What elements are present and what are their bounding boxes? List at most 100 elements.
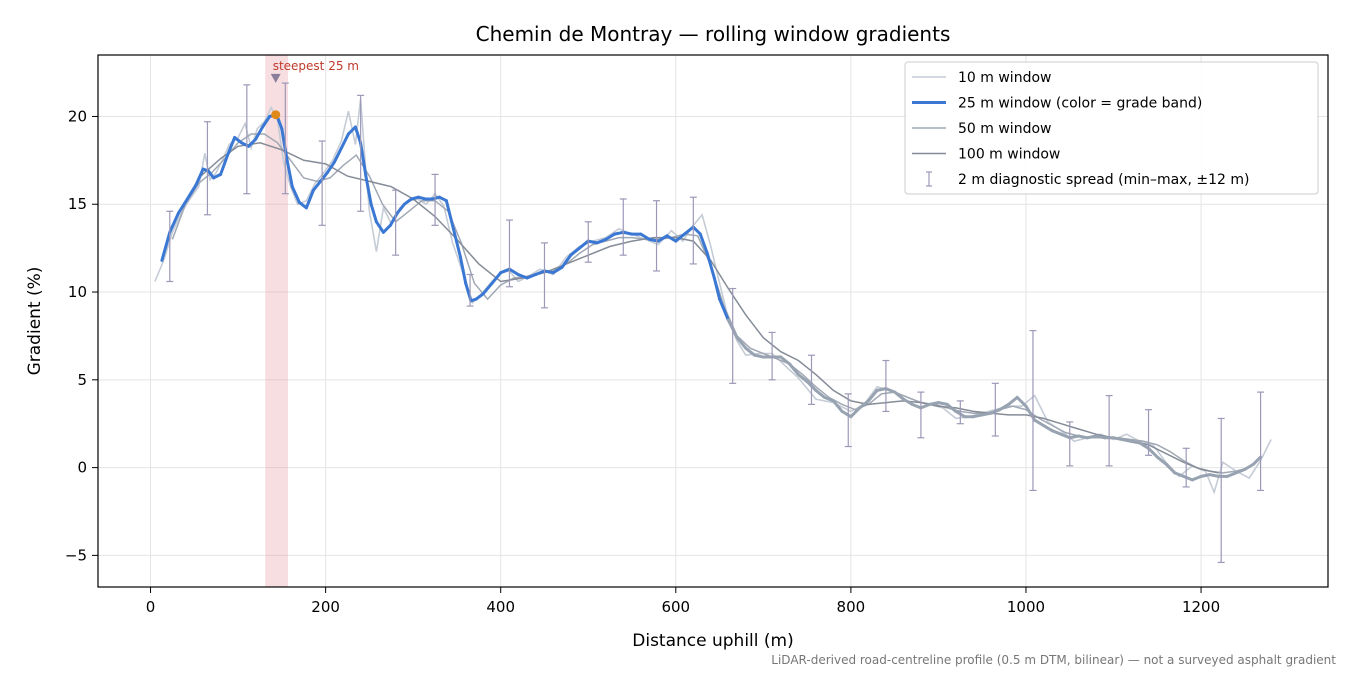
series-25m-segment	[1050, 429, 1063, 436]
series-25m-segment	[814, 388, 827, 399]
series-25m-segment	[705, 251, 716, 280]
series-25m-segment	[735, 336, 748, 350]
series-25m-segment	[369, 202, 378, 224]
y-tick-label: 5	[77, 371, 87, 389]
series-25m-segment	[665, 234, 678, 243]
series-25m-segment	[1059, 432, 1072, 440]
series-25m-segment	[499, 267, 511, 275]
steepest-band	[265, 55, 288, 587]
annotation-label: steepest 25 m	[273, 59, 359, 73]
series-25m-segment	[444, 199, 455, 231]
series-25m-segment	[247, 137, 258, 148]
series-25m-segment	[353, 125, 363, 145]
series-25m-segment	[796, 373, 809, 384]
series-25m-segment	[185, 183, 198, 201]
series-25m-segment	[285, 158, 294, 189]
series-25m-segment	[534, 269, 546, 276]
series-25m-segment	[194, 167, 205, 187]
series-25m-segment	[840, 409, 853, 419]
series-25m-segment	[1007, 395, 1019, 406]
series-25m-segment	[691, 225, 702, 236]
series-25m-segment	[516, 273, 529, 280]
series-25m-segment	[718, 297, 730, 322]
series-25m-segment	[945, 402, 958, 413]
series-25m-segment	[364, 174, 373, 206]
x-tick-label: 1200	[1182, 598, 1220, 616]
series-25m-segment	[849, 406, 862, 419]
series-25m-segment	[910, 402, 923, 410]
y-tick-label: 15	[68, 195, 87, 213]
series-25m-segment	[639, 232, 651, 241]
series-25m-segment	[359, 141, 368, 178]
y-tick-label: 0	[77, 459, 87, 477]
steepest-band-layer	[265, 55, 288, 587]
y-tick-label: −5	[65, 546, 87, 564]
series-25m-segment	[788, 362, 800, 377]
series-25m-segment	[866, 388, 879, 403]
series-25m-segment	[508, 267, 520, 276]
series-25m-segment	[1225, 471, 1238, 478]
series-25m-segment	[525, 273, 538, 280]
series-25m-segment	[779, 355, 792, 366]
series-25m-segment	[1243, 462, 1256, 471]
series-25m-segment	[1182, 474, 1194, 482]
series-25m-segment	[339, 132, 350, 150]
y-tick-label: 10	[68, 283, 87, 301]
x-tick-label: 1000	[1007, 598, 1045, 616]
legend: 10 m window 25 m window (color = grade ba…	[904, 61, 1319, 195]
series-layer	[154, 98, 1272, 495]
series-25m-segment	[919, 402, 932, 410]
series-25m-segment	[595, 237, 608, 245]
series-25m-segment	[1155, 455, 1168, 466]
series-25m-segment	[1042, 424, 1054, 433]
series-25m-segment	[551, 265, 564, 275]
series-25m-segment	[893, 390, 905, 401]
series-25m-segment	[381, 223, 392, 234]
series-25m-segment	[168, 211, 180, 234]
series-25m-segment	[604, 232, 616, 241]
series-25m-segment	[1138, 441, 1150, 450]
gridlines	[98, 55, 1328, 587]
series-25m-segment	[674, 232, 686, 243]
caption: LiDAR-derived road-centreline profile (0…	[771, 653, 1336, 667]
series-25m-segment	[458, 255, 468, 285]
y-tick-label: 20	[68, 107, 87, 125]
series-25m-segment	[656, 234, 669, 243]
series-25m-segment	[451, 227, 462, 259]
series-25m-segment	[1015, 395, 1028, 408]
series-25m-segment	[823, 395, 835, 403]
series-25m-segment	[858, 399, 870, 410]
series-25m-segment	[481, 281, 494, 296]
series-25m-segment	[219, 153, 230, 176]
series-25m-segment	[683, 225, 695, 236]
series-25m-segment	[226, 136, 237, 157]
series-25m-segment	[374, 220, 385, 234]
error-bars-layer	[166, 82, 1265, 564]
legend-box	[904, 61, 1319, 195]
series-25m-segment	[177, 197, 189, 215]
series-25m-segment	[311, 179, 322, 192]
series-25m-segment	[304, 188, 315, 210]
series-25m-segment	[254, 125, 265, 141]
series-25m-segment	[884, 387, 897, 394]
legend-label: 25 m window (color = grade band)	[958, 96, 1202, 112]
plot-frame	[97, 54, 1329, 588]
x-tick-label: 200	[311, 598, 340, 616]
y-axis-ticks: −5 0 5 10 15 20	[65, 107, 98, 564]
x-axis-label: Distance uphill (m)	[632, 631, 793, 651]
series-25m-segment	[698, 232, 709, 255]
series-25m-segment	[290, 185, 301, 204]
series-25m-segment	[901, 397, 914, 406]
legend-label: 10 m window	[958, 70, 1051, 86]
series-25m-segment	[569, 246, 581, 257]
series-25m-segment	[744, 346, 757, 357]
series-25m-segment	[1252, 455, 1263, 466]
series-25m-segment	[1234, 467, 1247, 475]
chart-title: Chemin de Montray — rolling window gradi…	[476, 22, 951, 46]
series-25m-segment	[998, 402, 1010, 412]
series-100m-line	[198, 142, 1219, 474]
x-tick-label: 600	[661, 598, 690, 616]
legend-label: 2 m diagnostic spread (min–max, ±12 m)	[958, 172, 1249, 188]
series-25m-segment	[560, 253, 573, 269]
